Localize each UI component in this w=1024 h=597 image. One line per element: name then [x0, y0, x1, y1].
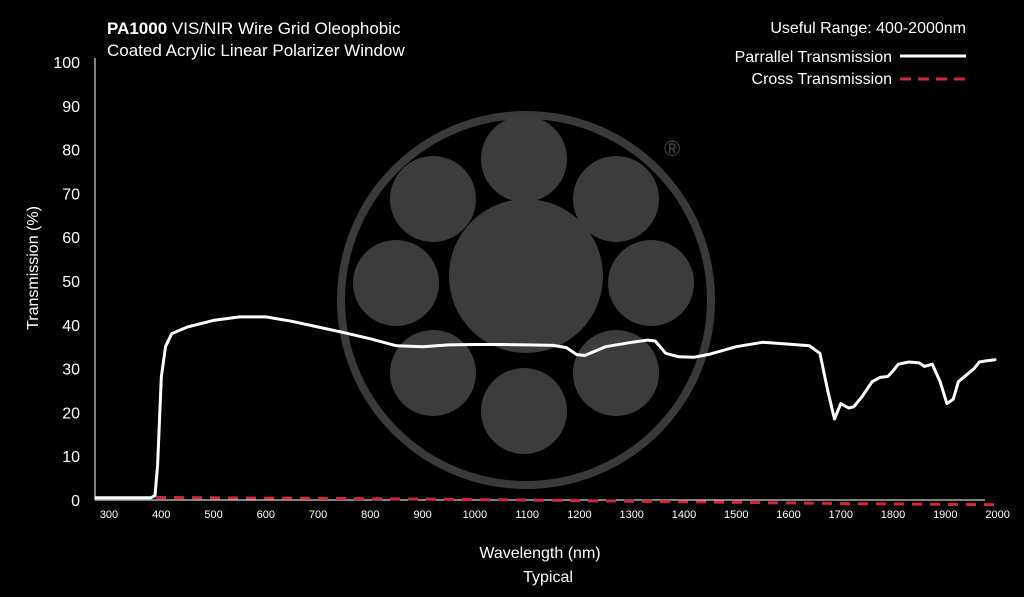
x-tick-labels: 300 400 500 600 700 800 900 1000 1100 1200 1300 140…	[100, 509, 1010, 521]
x-tick-label-1800: 1800	[881, 509, 905, 521]
logo-dot-bottom	[481, 368, 567, 454]
series-line-parallel	[94, 315, 997, 500]
x-axis-label: Wavelength (nm)	[479, 545, 600, 562]
y-tick-label-40: 40	[62, 318, 80, 335]
x-tick-label-700: 700	[309, 509, 327, 521]
series-layer	[94, 315, 998, 507]
series-line-cross	[155, 495, 998, 507]
y-tick-label-30: 30	[62, 362, 80, 379]
chart-title: PA1000 VIS/NIR Wire Grid Oleophobic	[107, 19, 401, 38]
y-tick-label-100: 100	[53, 55, 80, 72]
y-axis-label: Transmission (%)	[25, 206, 42, 330]
x-tick-label-1100: 1100	[515, 509, 539, 521]
logo-outer-ring	[337, 111, 715, 489]
y-tick-label-20: 20	[62, 405, 80, 422]
x-tick-label-1700: 1700	[829, 509, 853, 521]
x-tick-label-2000: 2000	[985, 509, 1009, 521]
y-tick-label-10: 10	[62, 449, 80, 466]
y-tick-label-60: 60	[62, 230, 80, 247]
legend-label-cross: Cross Transmission	[752, 71, 892, 88]
x-tick-label-1400: 1400	[672, 509, 696, 521]
x-tick-label-1200: 1200	[567, 509, 591, 521]
x-tick-label-600: 600	[257, 509, 275, 521]
x-tick-label-1900: 1900	[933, 509, 957, 521]
y-tick-label-90: 90	[62, 99, 80, 116]
useful-range-label: Useful Range: 400-2000nm	[770, 20, 966, 37]
logo-center-dot	[449, 199, 603, 353]
x-tick-label-1000: 1000	[463, 509, 487, 521]
y-tick-labels: 0 10 20 30 40 50 60 70 80 90 100	[53, 55, 80, 510]
chart-title-bold: PA1000	[107, 19, 167, 38]
registered-mark: ®	[664, 136, 680, 161]
y-tick-label-70: 70	[62, 186, 80, 203]
logo-dot-top	[481, 116, 567, 202]
y-tick-label-0: 0	[71, 493, 80, 510]
x-axis-sublabel: Typical	[523, 569, 573, 586]
logo-dot-right	[608, 240, 694, 326]
chart-subtitle: Coated Acrylic Linear Polarizer Window	[107, 41, 405, 60]
x-tick-label-300: 300	[100, 509, 118, 521]
logo-circle-icon: ®	[337, 111, 715, 489]
x-tick-label-1300: 1300	[619, 509, 643, 521]
x-tick-label-900: 900	[413, 509, 431, 521]
x-tick-label-400: 400	[152, 509, 170, 521]
x-tick-label-1600: 1600	[776, 509, 800, 521]
logo-dot-upper-right	[573, 156, 659, 242]
y-tick-label-80: 80	[62, 143, 80, 160]
x-tick-label-1500: 1500	[724, 509, 748, 521]
logo-dot-left	[353, 240, 439, 326]
y-tick-label-50: 50	[62, 274, 80, 291]
logo-dot-lower-right	[573, 330, 659, 416]
x-tick-label-800: 800	[361, 509, 379, 521]
logo-dot-lower-left	[390, 330, 476, 416]
chart-title-rest: VIS/NIR Wire Grid Oleophobic	[167, 19, 401, 38]
logo-dot-upper-left	[390, 156, 476, 242]
legend: Parrallel Transmission Cross Transmissio…	[735, 49, 966, 88]
legend-label-parallel: Parrallel Transmission	[735, 49, 892, 66]
x-tick-label-500: 500	[204, 509, 222, 521]
